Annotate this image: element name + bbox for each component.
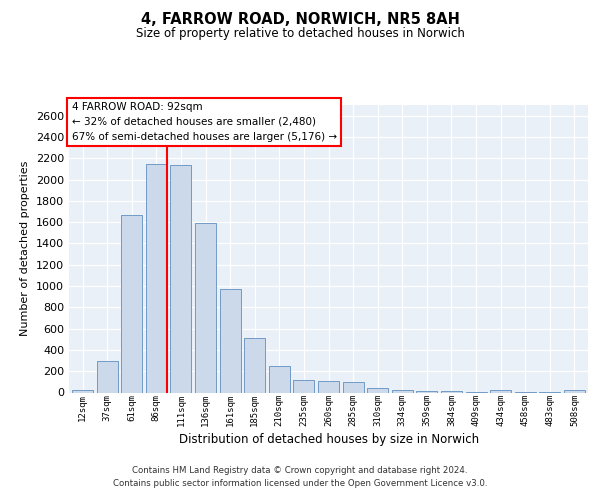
Text: 4 FARROW ROAD: 92sqm
← 32% of detached houses are smaller (2,480)
67% of semi-de: 4 FARROW ROAD: 92sqm ← 32% of detached h… — [71, 102, 337, 142]
Text: Contains HM Land Registry data © Crown copyright and database right 2024.
Contai: Contains HM Land Registry data © Crown c… — [113, 466, 487, 487]
Text: 4, FARROW ROAD, NORWICH, NR5 8AH: 4, FARROW ROAD, NORWICH, NR5 8AH — [140, 12, 460, 28]
Bar — [72, 390, 93, 392]
Bar — [195, 222, 216, 392]
Bar — [392, 390, 413, 392]
Bar — [367, 388, 388, 392]
Bar — [343, 382, 364, 392]
Bar — [416, 391, 437, 392]
Bar — [269, 366, 290, 392]
Text: Distribution of detached houses by size in Norwich: Distribution of detached houses by size … — [179, 432, 479, 446]
Bar — [293, 380, 314, 392]
Y-axis label: Number of detached properties: Number of detached properties — [20, 161, 31, 336]
Bar — [244, 338, 265, 392]
Bar — [170, 164, 191, 392]
Bar — [97, 360, 118, 392]
Bar — [318, 381, 339, 392]
Bar — [564, 390, 585, 392]
Bar — [220, 289, 241, 393]
Text: Size of property relative to detached houses in Norwich: Size of property relative to detached ho… — [136, 28, 464, 40]
Bar — [121, 214, 142, 392]
Bar — [490, 390, 511, 392]
Bar — [146, 164, 167, 392]
